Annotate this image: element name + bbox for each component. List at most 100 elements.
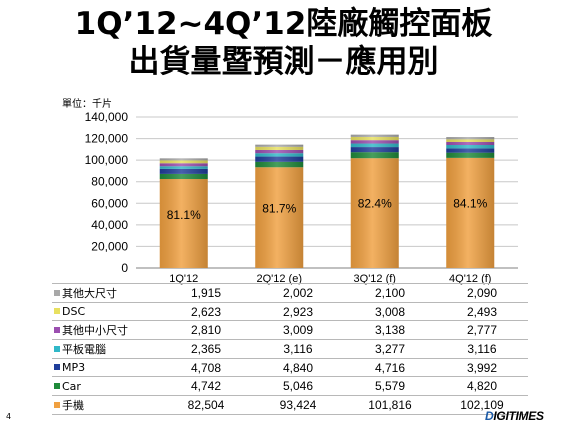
y-tick-label: 140,000 [85, 110, 129, 124]
bar-segment-shade [255, 156, 304, 162]
table-cell: 2,623 [160, 301, 252, 321]
series-legend-label: DSC [52, 301, 160, 321]
table-cell: 2,810 [160, 320, 252, 340]
table-row: DSC 2,623 2,923 3,008 2,493 [52, 301, 528, 321]
table-cell: 5,579 [344, 376, 436, 396]
table-cell: 101,816 [344, 395, 436, 415]
table-cell: 4,820 [436, 376, 528, 396]
bar-segment-shade [446, 148, 495, 153]
legend-swatch [54, 382, 60, 389]
table-cell: 102,109 [436, 395, 528, 415]
bar-segment-shade [255, 146, 304, 150]
bar-percent-label: 81.1% [167, 208, 201, 222]
bar-segment-shade [350, 152, 399, 159]
bar-segment-shade [159, 173, 208, 180]
table-row: 平板電腦 2,365 3,116 3,277 3,116 [52, 339, 528, 359]
series-legend-label: Car [52, 376, 160, 396]
bar-percent-label: 81.7% [262, 202, 296, 216]
bar-segment-shade [350, 134, 399, 137]
y-tick-label: 80,000 [91, 175, 128, 189]
data-table: 其他大尺寸 1,915 2,002 2,100 2,090 DSC 2,623 2,923 3,… [52, 283, 528, 415]
bar-segment-shade [159, 158, 208, 161]
series-name: Car [62, 379, 81, 393]
table-cell: 2,365 [160, 339, 252, 359]
table-row: 手機 82,504 93,424 101,816 102,109 [52, 395, 528, 415]
chart-title-line2: 出貨量暨預測－應用別 [128, 44, 439, 80]
table-cell: 4,708 [160, 357, 252, 377]
series-name: 平板電腦 [62, 342, 106, 356]
legend-swatch [54, 289, 60, 296]
bar-segment-shade [159, 160, 208, 164]
bar-segment-shade [159, 166, 208, 169]
table-cell: 2,002 [252, 283, 344, 303]
bar-segment-shade [446, 152, 495, 158]
table-cell: 4,840 [252, 357, 344, 377]
bar-percent-label: 84.1% [453, 196, 487, 210]
bar-segment-shade [350, 147, 399, 153]
y-tick-label: 0 [121, 261, 128, 275]
series-legend-label: 平板電腦 [52, 339, 160, 359]
table-cell: 5,046 [252, 376, 344, 396]
digitimes-logo: DIGITIMES [485, 409, 544, 423]
table-cell: 2,493 [436, 301, 528, 321]
chart-title-line1: 1Q’12~4Q’12陸廠觸控面板 [74, 6, 493, 42]
y-tick-label: 60,000 [91, 196, 128, 210]
table-cell: 3,008 [344, 301, 436, 321]
series-name: 手機 [62, 398, 84, 412]
bar-segment-shade [255, 149, 304, 154]
y-tick-label: 40,000 [91, 218, 128, 232]
bar-segment-shade [446, 157, 495, 268]
bar-segment-shade [159, 168, 208, 174]
y-tick-label: 100,000 [85, 153, 129, 167]
series-legend-label: MP3 [52, 357, 160, 377]
bar-segment-shade [255, 167, 304, 268]
series-name: 其他中小尺寸 [62, 324, 128, 338]
bar-percent-label: 82.4% [358, 197, 392, 211]
table-cell: 3,116 [436, 339, 528, 359]
table-row: Car 4,742 5,046 5,579 4,820 [52, 376, 528, 396]
series-legend-label: 其他大尺寸 [52, 283, 160, 303]
x-category-label: 2Q'12 (e) [256, 273, 302, 285]
table-cell: 3,116 [252, 339, 344, 359]
table-row: MP3 4,708 4,840 4,716 3,992 [52, 357, 528, 377]
bar-segment-shade [159, 179, 208, 268]
table-row: 其他大尺寸 1,915 2,002 2,100 2,090 [52, 283, 528, 303]
y-tick-label: 120,000 [85, 132, 129, 146]
bar-segment-shade [350, 136, 399, 141]
table-cell: 2,100 [344, 283, 436, 303]
x-category-label: 1Q'12 [169, 273, 198, 285]
legend-swatch [54, 364, 60, 371]
bar-segment-shade [159, 163, 208, 167]
unit-label: 單位：千片 [62, 99, 112, 110]
series-name: 其他大尺寸 [62, 286, 117, 300]
table-cell: 3,992 [436, 357, 528, 377]
table-cell: 82,504 [160, 395, 252, 415]
table-cell: 1,915 [160, 283, 252, 303]
table-row: 其他中小尺寸 2,810 3,009 3,138 2,777 [52, 320, 528, 340]
table-cell: 3,009 [252, 320, 344, 340]
bar-segment-shade [255, 144, 304, 147]
bar-segment-shade [255, 161, 304, 168]
table-cell: 4,716 [344, 357, 436, 377]
series-name: DSC [62, 305, 86, 319]
bar-segment-shade [446, 142, 495, 146]
bar-segment-shade [446, 137, 495, 140]
legend-swatch [54, 345, 60, 352]
bar-segment-shade [350, 140, 399, 144]
page-number: 4 [6, 412, 12, 421]
legend-swatch [54, 401, 60, 408]
legend-swatch [54, 327, 60, 334]
x-category-label: 4Q'12 (f) [449, 273, 491, 285]
logo-rest: IGITIMES [493, 409, 544, 423]
bar-segment-shade [350, 158, 399, 268]
table-cell: 2,090 [436, 283, 528, 303]
legend-swatch [54, 308, 60, 315]
bar-segment-shade [446, 139, 495, 143]
x-category-label: 3Q'12 (f) [354, 273, 396, 285]
bar-segment-shade [446, 145, 495, 149]
logo-prefix: D [485, 409, 494, 423]
series-legend-label: 其他中小尺寸 [52, 320, 160, 340]
series-name: MP3 [62, 361, 86, 375]
bar-segment-shade [255, 153, 304, 157]
y-tick-label: 20,000 [91, 239, 128, 253]
